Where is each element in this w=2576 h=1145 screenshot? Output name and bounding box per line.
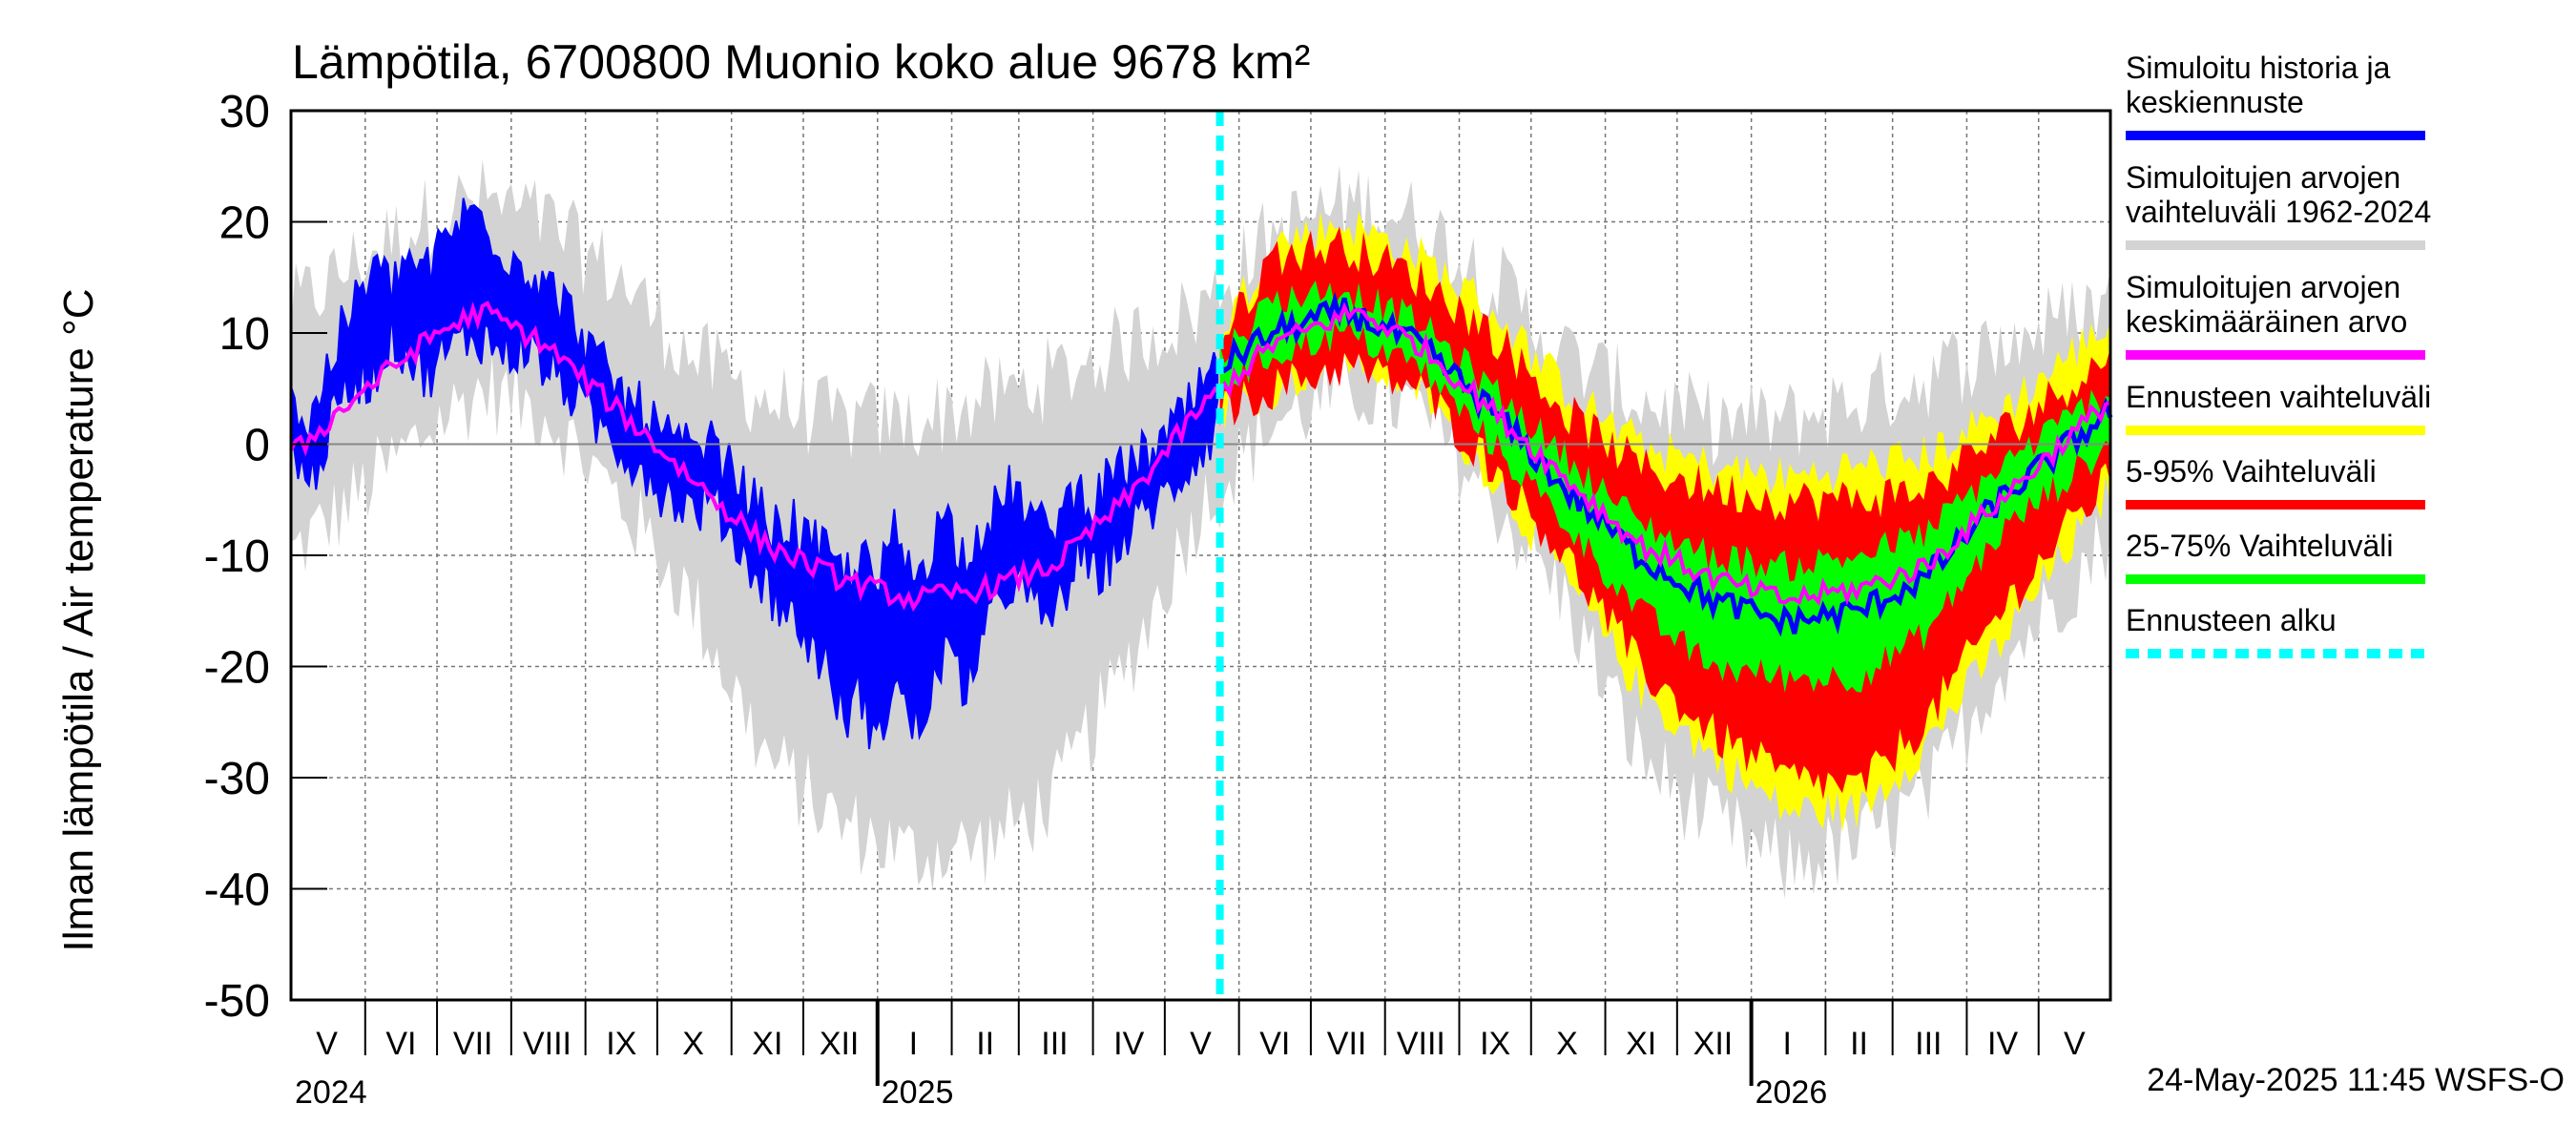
month-label: IX: [1480, 1026, 1510, 1062]
legend-label: 25-75% Vaihteluväli: [2126, 529, 2393, 563]
month-label: VIII: [1397, 1026, 1445, 1062]
axes: [289, 109, 2112, 1086]
month-label: II: [976, 1026, 994, 1062]
x-tick-labels: V VI VII VIII IX X XI XII I II III IV V VI VII VIII IX X X…: [295, 1026, 2086, 1111]
y-tick-label: -30: [204, 754, 270, 804]
plot-frame: [289, 109, 2112, 1002]
month-label: VIII: [523, 1026, 571, 1062]
y-axis-label: Ilman lämpötila / Air temperature °C: [55, 289, 102, 952]
y-tick-label: 20: [219, 198, 270, 249]
y-tick-label: 0: [244, 421, 270, 471]
y-tick-label: 30: [219, 87, 270, 137]
legend-label: Ennusteen alku: [2126, 603, 2337, 637]
month-label: IX: [606, 1026, 636, 1062]
legend-label: Ennusteen vaihteluväli: [2126, 380, 2431, 414]
legend-label: keskiennuste: [2126, 85, 2304, 119]
climatology-mean-line: [289, 301, 2112, 613]
month-label: XII: [820, 1026, 860, 1062]
month-label: VII: [1327, 1026, 1367, 1062]
y-tick-label: -20: [204, 643, 270, 694]
legend-label: 5-95% Vaihteluväli: [2126, 454, 2377, 489]
chart-title: Lämpötila, 6700800 Muonio koko alue 9678…: [292, 35, 1310, 89]
month-label: VI: [1259, 1026, 1290, 1062]
legend-label: vaihteluväli 1962-2024: [2126, 195, 2431, 229]
year-label: 2026: [1755, 1074, 1828, 1111]
month-label: VI: [385, 1026, 416, 1062]
y-tick-label: 10: [219, 309, 270, 360]
legend-label: Simuloitujen arvojen: [2126, 160, 2400, 195]
year-label: 2025: [882, 1074, 954, 1111]
month-label: III: [1041, 1026, 1068, 1062]
month-label: V: [1190, 1026, 1212, 1062]
y-tick-labels: 30 20 10 0 -10 -20 -30 -40 -50: [204, 87, 270, 1027]
y-tick-label: -50: [204, 976, 270, 1027]
y-tick-label: -40: [204, 865, 270, 916]
forecast-25-75-band: [1219, 281, 2110, 693]
month-label: V: [316, 1026, 338, 1062]
month-label: I: [909, 1026, 918, 1062]
climatology-range-band: [291, 158, 2110, 900]
legend-label: keskimääräinen arvo: [2126, 304, 2407, 339]
month-label: VII: [453, 1026, 493, 1062]
month-label: IV: [1987, 1026, 2018, 1062]
data-lines: [289, 111, 2113, 1000]
month-label: III: [1915, 1026, 1942, 1062]
legend-label: Simuloitu historia ja: [2126, 51, 2391, 85]
month-label: X: [682, 1026, 704, 1062]
month-label: XI: [752, 1026, 782, 1062]
y-tick-label: -10: [204, 531, 270, 582]
year-label: 2024: [295, 1074, 367, 1111]
legend-label: Simuloitujen arvojen: [2126, 270, 2400, 304]
month-label: IV: [1113, 1026, 1144, 1062]
month-label: V: [2064, 1026, 2086, 1062]
month-label: X: [1556, 1026, 1578, 1062]
month-label: I: [1783, 1026, 1792, 1062]
month-label: XII: [1693, 1026, 1734, 1062]
forecast-mean-line: [1218, 291, 2113, 637]
month-label: II: [1850, 1026, 1868, 1062]
month-label: XI: [1626, 1026, 1656, 1062]
footer-timestamp: 24-May-2025 11:45 WSFS-O: [2147, 1062, 2565, 1098]
